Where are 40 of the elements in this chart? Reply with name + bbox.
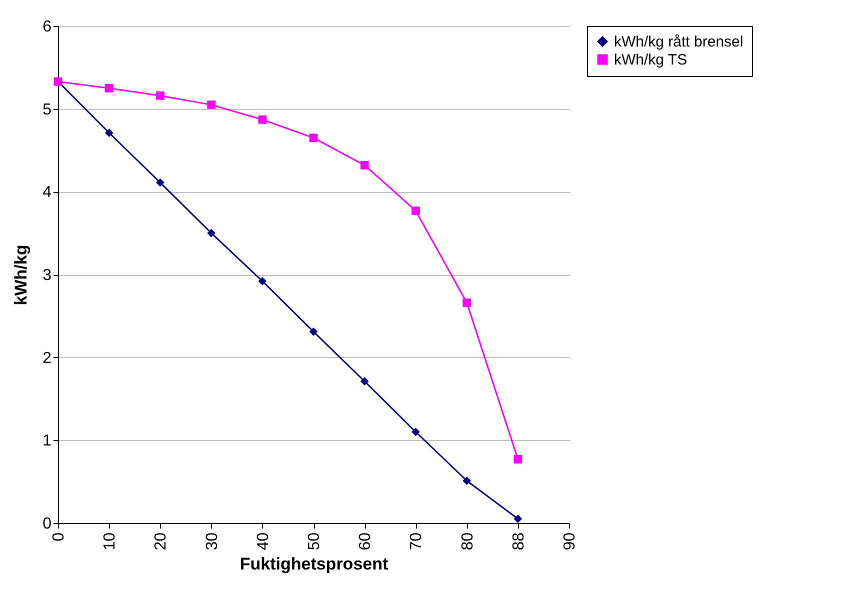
- point: [104, 84, 114, 92]
- point: [156, 91, 164, 100]
- point: [207, 228, 216, 238]
- point: [412, 428, 420, 436]
- legend-label: kWh/kg rått brensel: [614, 34, 744, 50]
- x-tick-label: 10: [102, 532, 119, 550]
- point: [258, 115, 267, 124]
- point: [104, 128, 114, 138]
- point: [360, 160, 369, 170]
- point: [207, 100, 216, 109]
- y-tick-label: 0: [42, 516, 52, 532]
- point: [309, 327, 318, 336]
- x-tick-label: 88: [510, 532, 528, 550]
- x-tick-label: 40: [254, 532, 272, 550]
- x-tick-label: 0: [50, 532, 68, 542]
- y-axis-title: kWh/kg: [12, 244, 31, 306]
- y-tick-label: 2: [42, 350, 52, 367]
- point: [156, 178, 164, 187]
- x-tick-label: 90: [562, 532, 578, 550]
- point: [258, 276, 267, 286]
- point: [462, 298, 471, 307]
- x-tick-label: 70: [408, 532, 426, 550]
- x-tick-label: 20: [152, 532, 170, 550]
- point: [514, 514, 522, 524]
- x-tick-label: 60: [357, 532, 374, 550]
- x-tick-label: 30: [204, 532, 221, 550]
- point: [309, 134, 318, 142]
- point: [360, 377, 369, 386]
- y-tick-label: 4: [42, 184, 52, 202]
- point: [462, 476, 471, 485]
- y-tick-label: 1: [42, 432, 52, 450]
- point: [412, 206, 420, 215]
- y-tick-label: 3: [42, 267, 52, 284]
- point: [514, 455, 522, 464]
- x-axis-title: Fuktighetsprosent: [240, 554, 388, 574]
- x-tick-label: 50: [306, 532, 323, 550]
- y-tick-label: 5: [42, 101, 52, 118]
- y-tick-label: 6: [42, 18, 52, 36]
- x-tick-label: 80: [459, 532, 476, 550]
- legend-label: kWh/kg TS: [614, 52, 688, 68]
